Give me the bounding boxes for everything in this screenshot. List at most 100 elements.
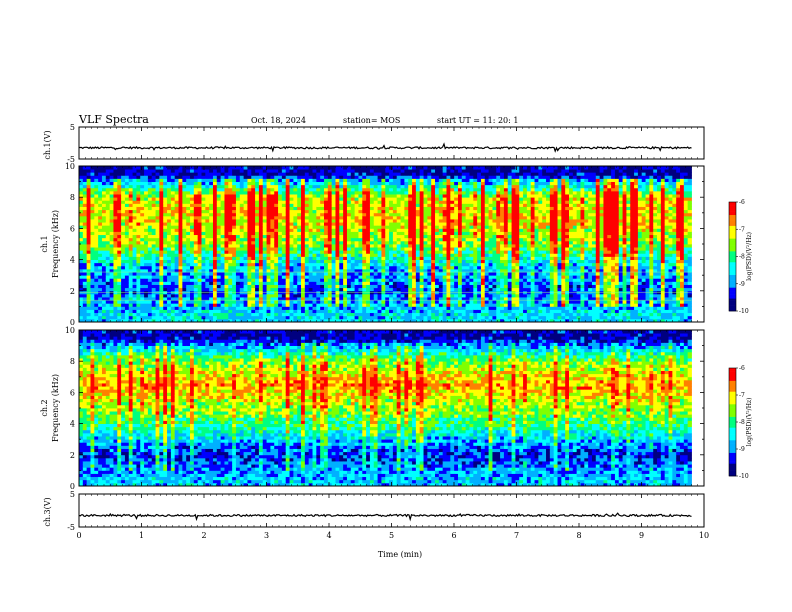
spectrogram-cell (408, 213, 412, 217)
spectrogram-cell (420, 213, 424, 217)
spectrogram-cell (351, 207, 355, 211)
spectrogram-cell (167, 191, 171, 195)
spectrogram-cell (435, 316, 439, 320)
spectrogram-cell (439, 310, 443, 314)
spectrogram-cell (244, 310, 248, 314)
spectrogram-cell (259, 253, 263, 257)
spectrogram-cell (259, 241, 263, 245)
spectrogram-cell (232, 228, 236, 232)
spectrogram-cell (209, 191, 213, 195)
spectrogram-cell (366, 285, 370, 289)
spectrogram-cell (125, 191, 129, 195)
spectrogram-cell (427, 272, 431, 276)
spectrogram-cell (255, 166, 259, 170)
spectrogram-cell (301, 306, 305, 310)
spectrogram-cell (378, 182, 382, 186)
spectrogram-cell (171, 285, 175, 289)
spectrogram-cell (339, 313, 343, 317)
spectrogram-cell (362, 294, 366, 298)
spectrogram-cell (251, 232, 255, 236)
spectrogram-cell (316, 210, 320, 214)
spectrogram-cell (301, 316, 305, 320)
spectrogram-cell (205, 219, 209, 223)
spectrogram-cell (351, 194, 355, 198)
spectrogram-cell (351, 228, 355, 232)
spectrogram-cell (232, 200, 236, 204)
spectrogram-cell (247, 278, 251, 282)
spectrogram-cell (290, 247, 294, 251)
spectrogram-cell (110, 250, 114, 254)
spectrogram-cell (148, 316, 152, 320)
spectrogram-cell (274, 166, 278, 170)
spectrogram-cell (110, 228, 114, 232)
spectrogram-cell (328, 222, 332, 226)
spectrogram-cell (351, 235, 355, 239)
spectrogram-cell (282, 247, 286, 251)
spectrogram-cell (148, 247, 152, 251)
spectrogram-cell (140, 232, 144, 236)
spectrogram-cell (87, 303, 91, 307)
spectrogram-cell (404, 288, 408, 292)
spectrogram-cell (202, 275, 206, 279)
spectrogram-cell (408, 182, 412, 186)
spectrogram-cell (247, 210, 251, 214)
spectrogram-cell (362, 288, 366, 292)
spectrogram-cell (362, 263, 366, 267)
spectrogram-cell (286, 303, 290, 307)
spectrogram-cell (297, 241, 301, 245)
spectrogram-cell (209, 300, 213, 304)
spectrogram-cell (121, 247, 125, 251)
spectrogram-cell (316, 188, 320, 192)
spectrogram-cell (355, 178, 359, 182)
spectrogram-cell (198, 247, 202, 251)
spectrogram-cell (343, 244, 347, 248)
spectrogram-cell (175, 216, 179, 220)
spectrogram-cell (228, 203, 232, 207)
spectrogram-cell (320, 216, 324, 220)
spectrogram-cell (293, 260, 297, 264)
spectrogram-cell (408, 244, 412, 248)
spectrogram-cell (152, 203, 156, 207)
spectrogram-cell (156, 316, 160, 320)
spectrogram-cell (347, 222, 351, 226)
spectrogram-cell (125, 303, 129, 307)
spectrogram-cell (251, 203, 255, 207)
spectrogram-cell (136, 288, 140, 292)
spectrogram-cell (259, 194, 263, 198)
spectrogram-cell (335, 241, 339, 245)
spectrogram-cell (431, 256, 435, 260)
spectrogram-cell (324, 210, 328, 214)
spectrogram-cell (247, 316, 251, 320)
spectrogram-cell (263, 303, 267, 307)
spectrogram-cell (385, 225, 389, 229)
spectrogram-cell (106, 300, 110, 304)
spectrogram-cell (431, 203, 435, 207)
spectrogram-cell (98, 250, 102, 254)
spectrogram-cell (332, 178, 336, 182)
spectrogram-cell (175, 275, 179, 279)
spectrogram-cell (316, 241, 320, 245)
spectrogram-cell (156, 194, 160, 198)
spectrogram-cell (217, 169, 221, 173)
spectrogram-cell (420, 178, 424, 182)
spectrogram-cell (408, 263, 412, 267)
spectrogram-cell (182, 285, 186, 289)
spectrogram-cell (213, 310, 217, 314)
spectrogram-cell (431, 285, 435, 289)
spectrogram-cell (439, 194, 443, 198)
spectrogram-cell (110, 313, 114, 317)
spectrogram-cell (366, 213, 370, 217)
spectrogram-cell (343, 216, 347, 220)
spectrogram-cell (416, 244, 420, 248)
spectrogram-cell (221, 294, 225, 298)
spectrogram-cell (236, 250, 240, 254)
spectrogram-cell (79, 191, 83, 195)
spectrogram-cell (198, 285, 202, 289)
spectrogram-cell (94, 275, 98, 279)
spectrogram-cell (125, 166, 129, 170)
spectrogram-cell (110, 260, 114, 264)
spectrogram-cell (148, 244, 152, 248)
spectrogram-cell (393, 275, 397, 279)
spectrogram-cell (282, 172, 286, 176)
spectrogram-cell (335, 275, 339, 279)
